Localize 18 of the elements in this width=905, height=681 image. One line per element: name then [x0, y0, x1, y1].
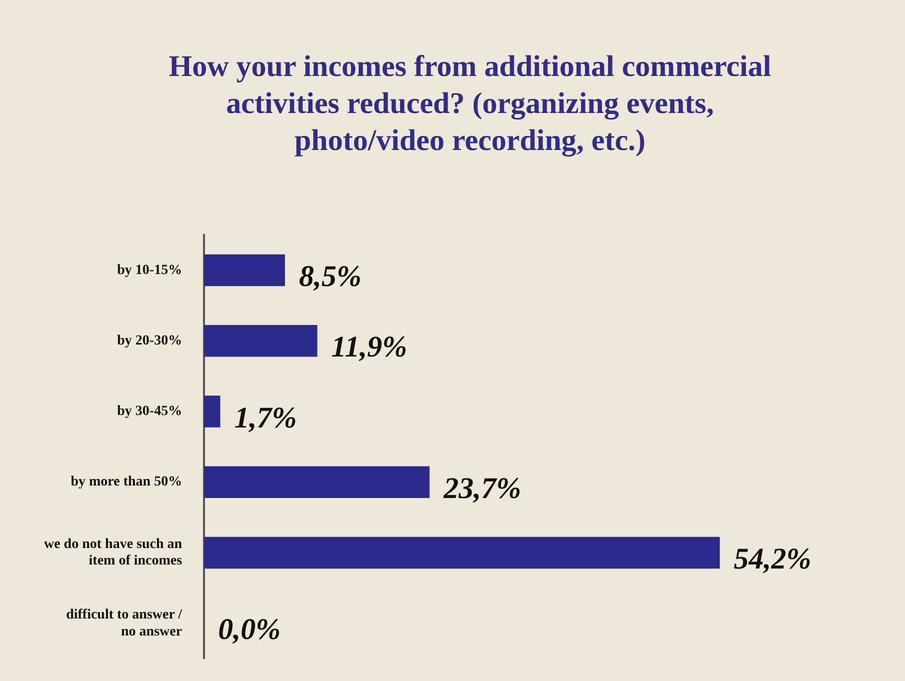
y-tick-label: by 20-30%	[117, 334, 182, 349]
data-label: 23,7%	[442, 472, 522, 505]
bar	[204, 536, 720, 569]
y-tick-label: by more than 50%	[70, 474, 182, 490]
bar	[204, 396, 220, 428]
y-tick-label: we do not have such an item of incomes	[44, 536, 183, 569]
data-label: 11,9%	[331, 330, 408, 364]
bar	[204, 466, 430, 498]
chart-title: How your incomes from additional commercial activities reduced? (organizing events, photo/video recording, etc.)	[168, 49, 772, 159]
bar	[204, 325, 318, 357]
data-label: 8,5%	[298, 260, 362, 294]
data-label: 1,7%	[234, 401, 297, 434]
y-tick-label: by 10-15%	[117, 262, 182, 278]
y-tick-label: difficult to answer / no answer	[66, 608, 184, 640]
y-tick-label: by 30-45%	[117, 404, 182, 420]
bar	[204, 254, 285, 286]
data-label: 0,0%	[218, 613, 281, 646]
data-label: 54,2%	[734, 542, 812, 576]
